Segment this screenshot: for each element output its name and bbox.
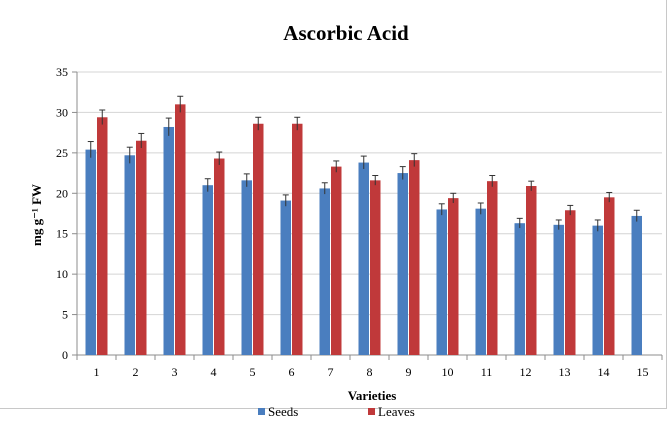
y-tick-label: 10	[56, 267, 68, 281]
bar-seeds-5	[241, 180, 252, 355]
x-tick-label: 13	[559, 365, 571, 379]
x-tick-label: 5	[250, 365, 256, 379]
bar-leaves-9	[409, 160, 420, 355]
bar-seeds-4	[202, 185, 213, 355]
y-axis-title: mg g⁻¹ FW	[29, 184, 44, 246]
bar-leaves-14	[604, 197, 615, 355]
bar-seeds-13	[553, 224, 564, 355]
bar-seeds-6	[280, 200, 291, 355]
x-tick-label: 4	[211, 365, 217, 379]
bar-leaves-7	[331, 166, 342, 355]
legend: Seeds Leaves	[258, 404, 415, 419]
bar-seeds-10	[436, 209, 447, 355]
y-tick-label: 25	[56, 146, 68, 160]
x-axis-title: Varieties	[348, 388, 397, 403]
bar-leaves-13	[565, 210, 576, 355]
bar-seeds-14	[592, 225, 603, 355]
bar-seeds-12	[514, 223, 525, 355]
bar-leaves-2	[136, 140, 147, 355]
x-tick-label: 8	[367, 365, 373, 379]
bar-leaves-4	[214, 158, 225, 355]
x-tick-label: 12	[520, 365, 532, 379]
x-tick-label: 9	[406, 365, 412, 379]
legend-label-leaves: Leaves	[378, 404, 415, 419]
x-tick-label: 6	[289, 365, 295, 379]
chart-frame	[0, 0, 667, 409]
bar-seeds-1	[85, 149, 96, 355]
x-tick-label: 3	[172, 365, 178, 379]
x-tick-label: 11	[481, 365, 493, 379]
bar-leaves-8	[370, 180, 381, 355]
bar-leaves-3	[175, 104, 186, 355]
y-axis-ticks: 0 5 10 15 20 25 30 35	[56, 65, 77, 362]
legend-label-seeds: Seeds	[268, 404, 298, 419]
chart-title: Ascorbic Acid	[283, 21, 409, 45]
y-tick-label: 20	[56, 186, 68, 200]
bars	[85, 95, 642, 356]
x-tick-label: 1	[94, 365, 100, 379]
bar-seeds-11	[475, 208, 486, 355]
y-tick-label: 35	[56, 65, 68, 79]
bar-seeds-2	[124, 155, 135, 355]
bar-seeds-9	[397, 173, 408, 355]
x-tick-label: 10	[442, 365, 454, 379]
y-tick-label: 5	[62, 308, 68, 322]
x-axis-ticks: 1 2 3 4 5 6 7 8 9 10 11 12 13 14 15	[76, 355, 663, 379]
bar-leaves-10	[448, 198, 459, 355]
y-tick-label: 30	[56, 105, 68, 119]
x-tick-label: 14	[598, 365, 610, 379]
bar-leaves-5	[253, 123, 264, 356]
bar-leaves-12	[526, 186, 537, 355]
bar-seeds-3	[163, 126, 174, 356]
x-tick-label: 2	[133, 365, 139, 379]
bar-leaves-1	[97, 117, 108, 355]
bar-leaves-11	[487, 181, 498, 355]
bar-leaves-6	[292, 123, 303, 356]
bar-seeds-15	[631, 215, 642, 355]
y-tick-label: 0	[62, 348, 68, 362]
gridlines	[76, 71, 662, 356]
legend-swatch-leaves	[368, 408, 375, 415]
x-tick-label: 7	[328, 365, 334, 379]
legend-swatch-seeds	[258, 408, 265, 415]
bar-seeds-7	[319, 188, 330, 355]
bar-seeds-8	[358, 162, 369, 355]
x-tick-label: 15	[637, 365, 649, 379]
y-tick-label: 15	[56, 227, 68, 241]
